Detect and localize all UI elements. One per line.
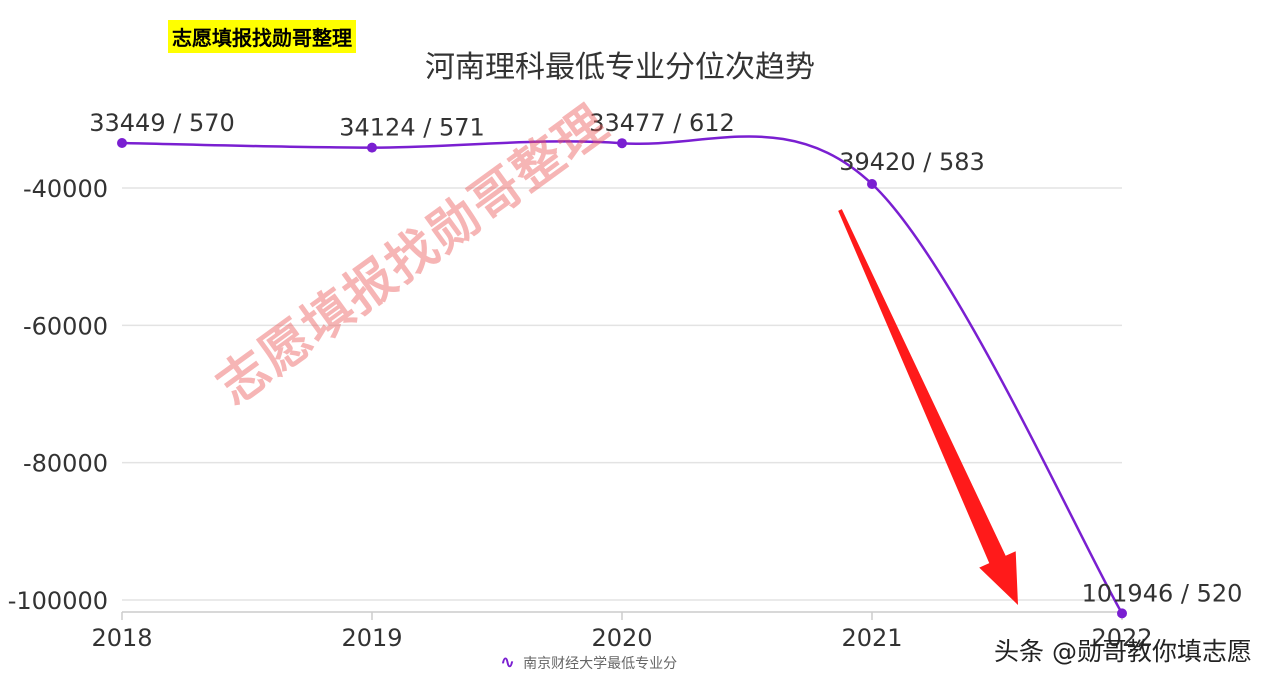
x-tick-label: 2020 (591, 624, 652, 652)
data-label: 101946 / 520 (1082, 579, 1243, 607)
y-tick-label: -60000 (23, 312, 108, 340)
x-tick-label: 2018 (91, 624, 152, 652)
chart-legend[interactable]: ∿ 南京财经大学最低专业分 (500, 652, 677, 673)
header-tag: 志愿填报找勋哥整理 (168, 20, 356, 53)
x-tick-label: 2019 (341, 624, 402, 652)
x-tick-label: 2022 (1091, 624, 1152, 652)
data-label: 34124 / 571 (339, 114, 485, 142)
data-label: 33477 / 612 (589, 109, 735, 137)
data-label: 33449 / 570 (89, 109, 235, 137)
legend-label: 南京财经大学最低专业分 (523, 655, 678, 672)
y-tick-label: -80000 (23, 450, 108, 478)
y-tick-label: -40000 (23, 175, 108, 203)
data-point[interactable] (367, 142, 377, 153)
data-point[interactable] (1117, 608, 1127, 619)
legend-line-icon: ∿ (500, 652, 516, 673)
chart-title: 河南理科最低专业分位次趋势 (425, 50, 815, 85)
x-tick-label: 2021 (841, 624, 902, 652)
data-point[interactable] (617, 138, 627, 149)
data-point[interactable] (867, 179, 877, 190)
credit-text: 头条 @勋哥教你填志愿 (994, 637, 1252, 666)
data-point[interactable] (117, 138, 127, 149)
data-label: 39420 / 583 (839, 148, 985, 176)
annotation-arrow (838, 209, 1018, 605)
series-line (121, 135, 1124, 614)
y-tick-label: -100000 (8, 587, 108, 615)
